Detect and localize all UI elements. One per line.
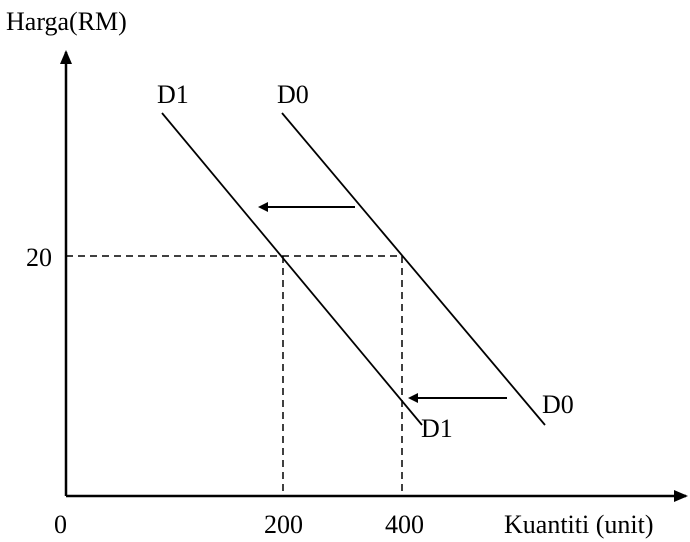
demand-curve-d0 [281,112,546,426]
x-axis-label: Kuantiti (unit) [504,510,653,539]
d0-bottom-label: D0 [542,390,574,419]
d0-top-label: D0 [277,80,309,109]
y-axis-label: Harga(RM) [6,7,127,36]
price-tick-label: 20 [26,243,52,272]
quantity-tick-label-old: 400 [385,510,424,539]
d1-bottom-label: D1 [421,414,453,443]
origin-label: 0 [54,510,67,539]
demand-curve-d1 [161,112,423,426]
quantity-tick-label-new: 200 [264,510,303,539]
d1-top-label: D1 [157,80,189,109]
